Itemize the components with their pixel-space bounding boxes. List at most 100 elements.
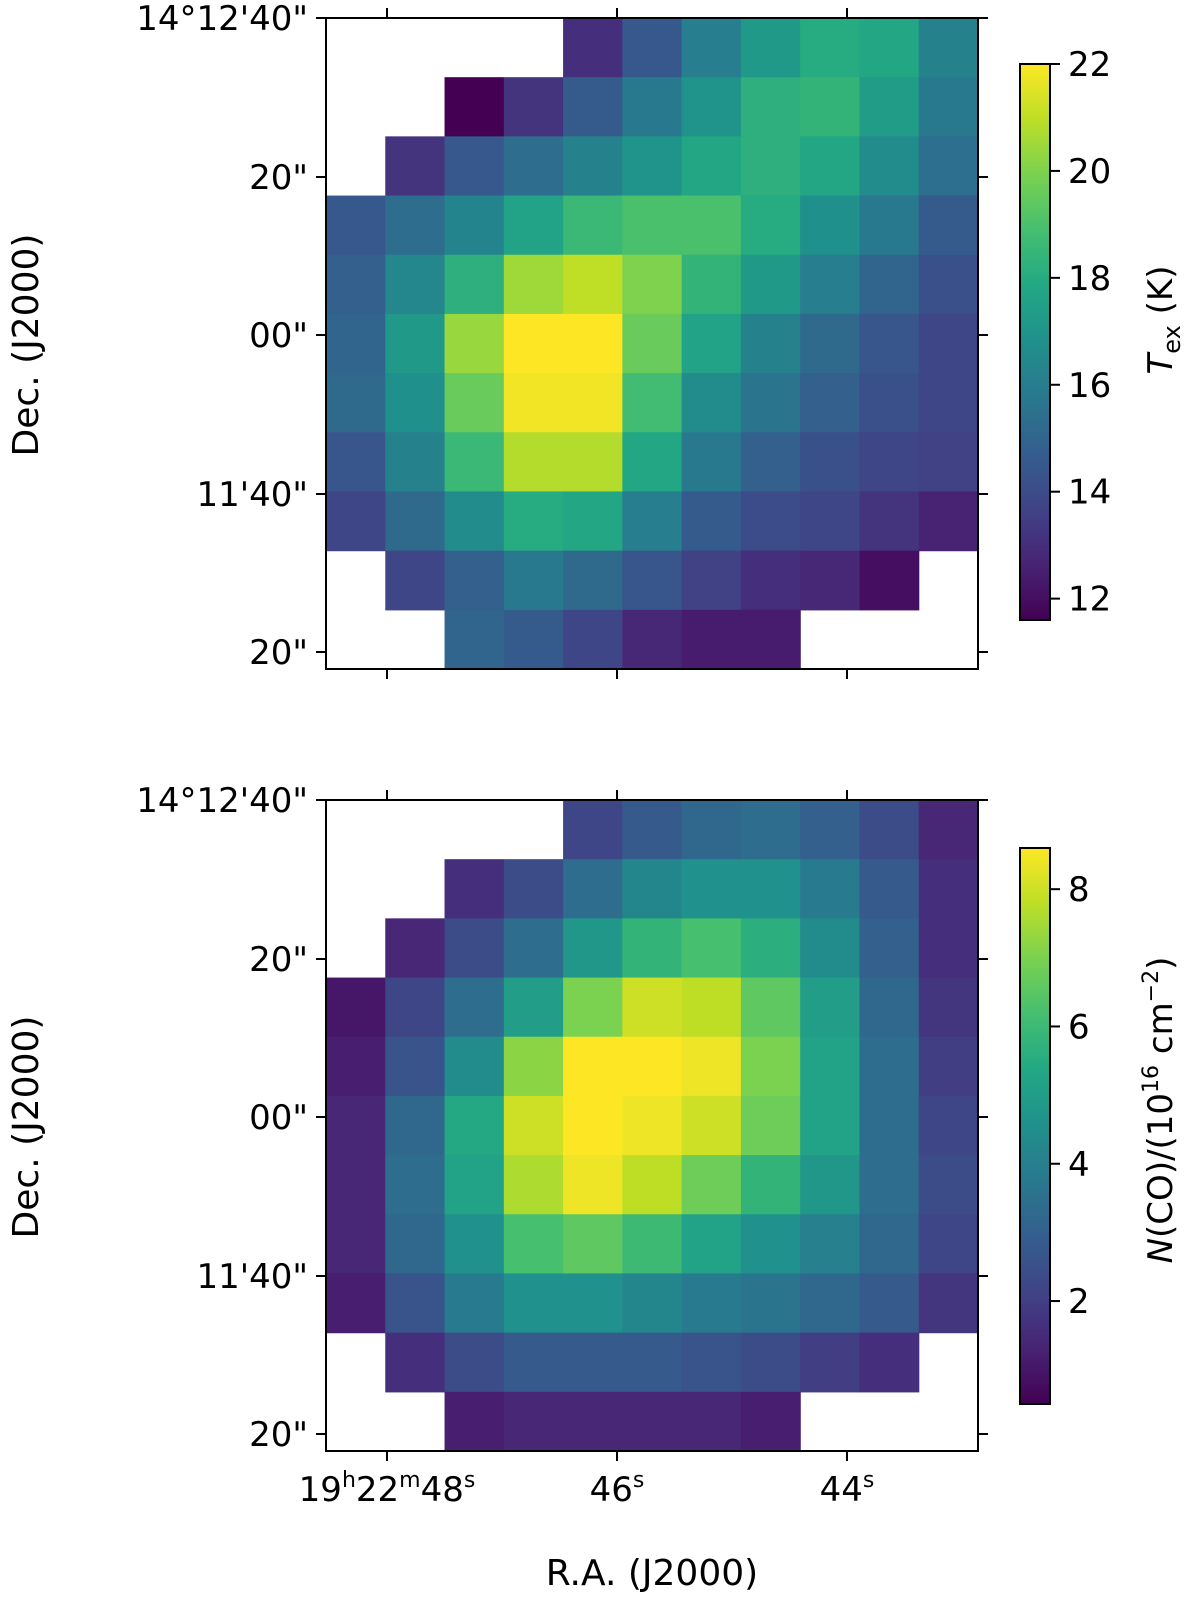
heatmap-cell (563, 77, 623, 137)
heatmap-cell (681, 859, 742, 919)
heatmap-cell (444, 977, 505, 1038)
heatmap-cell (681, 550, 742, 611)
heatmap-cell (503, 1391, 564, 1452)
heatmap-cell (740, 18, 801, 78)
heatmap-cell (622, 1273, 683, 1334)
heatmap-cell (622, 373, 683, 433)
heatmap-cell (918, 1155, 979, 1215)
heatmap-cell (563, 313, 623, 374)
heatmap-cell (622, 609, 683, 670)
heatmap-cell (859, 859, 920, 919)
heatmap-cell (918, 254, 979, 315)
heatmap-cell (681, 254, 742, 315)
heatmap-cell (800, 1095, 861, 1156)
heatmap-cell (563, 609, 623, 670)
heatmap-cell (859, 1332, 920, 1393)
heatmap-cell (918, 1036, 979, 1097)
dec-tick-label: 11'40" (196, 475, 308, 515)
heatmap-cell (326, 1036, 386, 1097)
heatmap-cell (800, 1155, 861, 1215)
heatmap-cell (622, 859, 683, 919)
heatmap-cell (740, 1391, 801, 1452)
heatmap-cell (385, 918, 446, 979)
heatmap-cell (918, 195, 979, 256)
heatmap-cell (859, 550, 920, 611)
heatmap-cell (918, 491, 979, 552)
dec-tick-label: 20" (249, 158, 308, 198)
heatmap-cell (918, 1214, 979, 1275)
heatmap-cell (563, 1332, 623, 1393)
heatmap-cell (681, 609, 742, 670)
heatmap-cell (859, 77, 920, 137)
heatmap-cell (622, 550, 683, 611)
heatmap-cell (740, 977, 801, 1038)
heatmap-cell (740, 313, 801, 374)
heatmap-cell (503, 1095, 564, 1156)
heatmap-cells (326, 800, 979, 1452)
heatmap-cell (326, 254, 386, 315)
heatmap-cell (859, 1214, 920, 1275)
heatmap-cell (622, 18, 683, 78)
heatmap-cell (385, 491, 446, 552)
heatmap-cell (563, 800, 623, 860)
heatmap-cell (800, 195, 861, 256)
heatmap-cell (859, 195, 920, 256)
colorbar-tick-label: 6 (1068, 1007, 1090, 1047)
heatmap-cell (503, 432, 564, 493)
heatmap-cell (503, 1214, 564, 1275)
heatmap-cell (563, 1273, 623, 1334)
chart-panel-1: 14°12'40" 20" 00" 11'40" 20" Dec. (J2000) 12 14… (6, 0, 1186, 679)
heatmap-cell (622, 77, 683, 137)
dec-tick-label: 00" (249, 1098, 308, 1138)
heatmap-cell (740, 1155, 801, 1215)
heatmap-cell (622, 1391, 683, 1452)
ra-tick-label: 46s (590, 1468, 645, 1510)
heatmap-cell (385, 254, 446, 315)
heatmap-cell (563, 1155, 623, 1215)
heatmap-cell (326, 1214, 386, 1275)
heatmap-cell (563, 195, 623, 256)
heatmap-cell (503, 977, 564, 1038)
heatmap-cell (681, 1214, 742, 1275)
heatmap-cell (681, 977, 742, 1038)
heatmap-cell (740, 136, 801, 197)
heatmap-cell (800, 977, 861, 1038)
heatmap-cell (681, 491, 742, 552)
heatmap-cell (622, 313, 683, 374)
heatmap-cell (385, 373, 446, 433)
heatmap-cell (800, 432, 861, 493)
heatmap-cell (444, 491, 505, 552)
heatmap-cell (859, 136, 920, 197)
colorbar-tick-label: 18 (1068, 259, 1111, 299)
heatmap-cell (326, 313, 386, 374)
ra-tick-label: 19h22m48s (299, 1468, 476, 1510)
heatmap-cell (918, 373, 979, 433)
heatmap-cell (444, 195, 505, 256)
heatmap-cell (563, 1036, 623, 1097)
heatmap-cell (385, 136, 446, 197)
dec-tick-label: 14°12'40" (136, 781, 308, 821)
heatmap-cell (503, 1332, 564, 1393)
heatmap-cell (740, 254, 801, 315)
heatmap-cell (681, 136, 742, 197)
colorbar-tick-label: 16 (1068, 366, 1111, 406)
heatmap-cell (326, 195, 386, 256)
heatmap-cell (859, 313, 920, 374)
heatmap-cell (444, 1155, 505, 1215)
y-axis-label: Dec. (J2000) (6, 234, 47, 457)
dec-tick-label: 20" (249, 1415, 308, 1455)
heatmap-cell (859, 432, 920, 493)
heatmap-cell (740, 491, 801, 552)
heatmap-cell (859, 491, 920, 552)
dec-tick-label: 20" (249, 633, 308, 673)
heatmap-cell (740, 432, 801, 493)
heatmap-cell (918, 918, 979, 979)
heatmap-cell (740, 1332, 801, 1393)
heatmap-cell (681, 1273, 742, 1334)
heatmap-cell (859, 254, 920, 315)
heatmap-cell (918, 313, 979, 374)
heatmap-cell (622, 254, 683, 315)
heatmap-cell (622, 800, 683, 860)
heatmap-cell (385, 1273, 446, 1334)
